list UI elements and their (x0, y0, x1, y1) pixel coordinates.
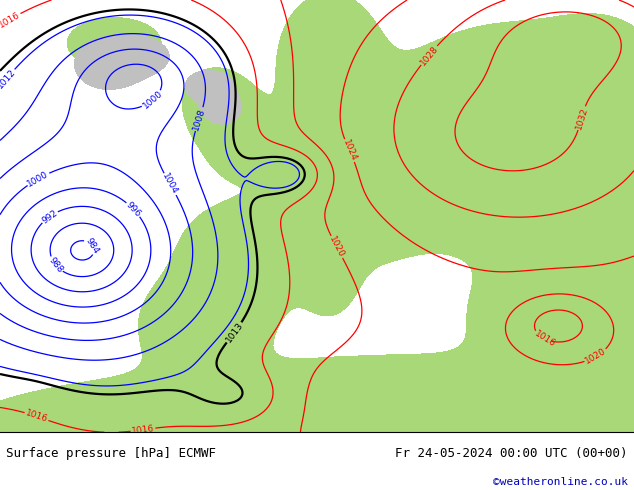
Text: 1020: 1020 (328, 235, 346, 259)
Text: 996: 996 (124, 200, 143, 219)
Text: 1016: 1016 (0, 10, 22, 29)
Text: Fr 24-05-2024 00:00 UTC (00+00): Fr 24-05-2024 00:00 UTC (00+00) (395, 447, 628, 460)
Text: 1016: 1016 (24, 409, 49, 424)
Text: 1024: 1024 (341, 138, 358, 163)
Text: 1000: 1000 (141, 89, 164, 111)
Text: ©weatheronline.co.uk: ©weatheronline.co.uk (493, 477, 628, 487)
Text: 1028: 1028 (418, 44, 440, 67)
Text: 1013: 1013 (224, 320, 245, 344)
Text: 1004: 1004 (160, 172, 179, 196)
Text: Surface pressure [hPa] ECMWF: Surface pressure [hPa] ECMWF (6, 447, 216, 460)
Text: 1016: 1016 (533, 329, 557, 349)
Text: 1020: 1020 (584, 347, 608, 366)
Text: 992: 992 (40, 208, 59, 225)
Text: 988: 988 (47, 255, 65, 274)
Text: 1032: 1032 (574, 106, 589, 130)
Text: 1016: 1016 (131, 424, 155, 436)
Text: 1000: 1000 (26, 169, 50, 189)
Text: 1008: 1008 (191, 107, 207, 131)
Text: 1012: 1012 (0, 67, 17, 90)
Text: 984: 984 (84, 236, 101, 255)
